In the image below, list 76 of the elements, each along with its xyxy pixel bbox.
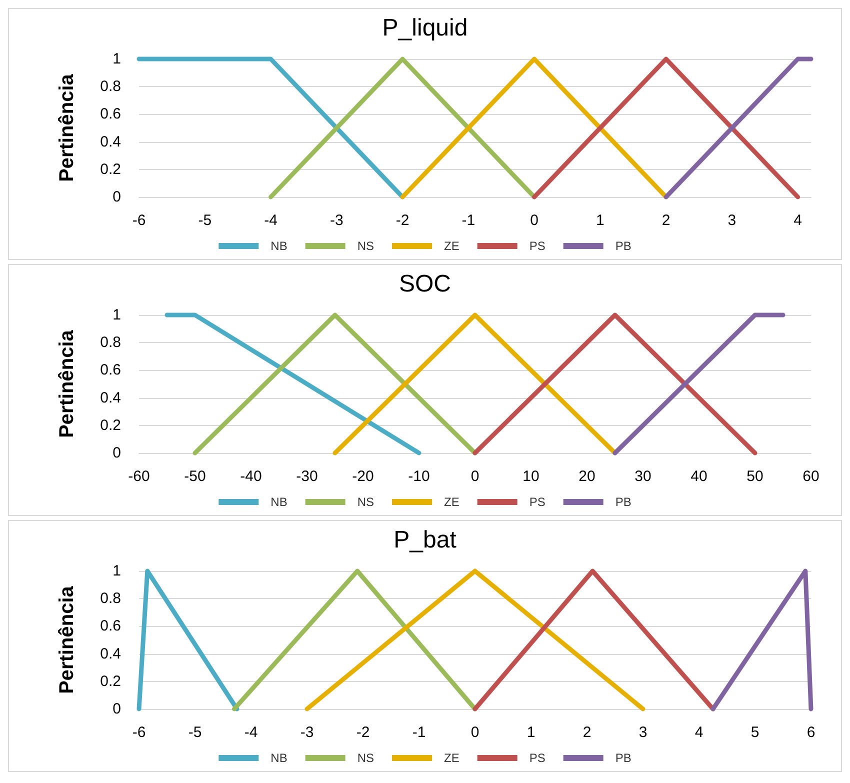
legend-label: NB: [270, 239, 288, 253]
y-tick-label: 0.8: [100, 590, 121, 608]
legend-label: ZE: [444, 239, 460, 253]
x-tick-label: -4: [264, 212, 278, 229]
y-axis-title: Pertinência: [56, 585, 78, 694]
x-tick-label: -10: [408, 468, 430, 485]
legend-label: NS: [357, 495, 374, 509]
y-tick-label: 0.2: [100, 672, 121, 690]
legend-label: NS: [357, 239, 374, 253]
x-tick-label: 2: [582, 724, 592, 741]
x-tick-label: 4: [794, 212, 802, 229]
x-tick-label: -4: [244, 724, 258, 741]
x-tick-label: 1: [596, 212, 604, 229]
y-tick-label: 0.6: [100, 618, 121, 635]
x-tick-label: -6: [132, 724, 146, 741]
x-tick-label: 50: [746, 468, 764, 485]
y-tick-label: 0: [112, 700, 121, 718]
x-tick-label: -50: [184, 468, 206, 485]
x-tick-label: -3: [330, 212, 344, 229]
legend-label: NS: [357, 751, 374, 765]
y-tick-label: 0.2: [100, 160, 121, 178]
y-axis-title: Pertinência: [56, 73, 78, 182]
x-tick-label: 1: [526, 724, 536, 741]
legend-label: PB: [615, 239, 632, 253]
x-tick-label: 5: [750, 724, 760, 741]
x-tick-label: -20: [352, 468, 374, 485]
x-tick-label: -3: [300, 724, 314, 741]
legend-label: ZE: [444, 495, 460, 509]
y-tick-label: 1: [112, 562, 121, 580]
x-tick-label: 3: [638, 724, 648, 741]
x-tick-label: 0: [530, 212, 538, 229]
legend-label: ZE: [444, 751, 460, 765]
x-tick-label: 3: [728, 212, 736, 229]
y-axis-title: Pertinência: [56, 329, 78, 438]
y-tick-label: 0.6: [100, 106, 121, 123]
y-tick-label: 0.4: [100, 389, 121, 406]
y-tick-label: 0.4: [100, 133, 121, 150]
legend-label: PB: [615, 751, 632, 765]
x-tick-label: 20: [578, 468, 596, 485]
chart-title: SOC: [398, 270, 452, 298]
x-tick-label: -2: [396, 212, 410, 229]
x-tick-label: 0: [470, 724, 480, 741]
x-tick-label: 4: [694, 724, 704, 741]
y-tick-label: 0.8: [100, 78, 121, 96]
x-tick-label: -30: [296, 468, 318, 485]
x-tick-label: -5: [198, 212, 212, 229]
legend-label: NB: [270, 751, 288, 765]
y-tick-label: 0.8: [100, 334, 121, 352]
legend-label: PB: [615, 495, 632, 509]
x-tick-label: 30: [634, 468, 652, 485]
x-tick-label: 2: [662, 212, 670, 229]
x-tick-label: -40: [240, 468, 262, 485]
y-tick-label: 0.2: [100, 416, 121, 434]
y-tick-label: 0: [112, 188, 121, 206]
x-tick-label: 6: [806, 724, 816, 741]
x-tick-label: -6: [132, 212, 146, 229]
x-tick-label: 0: [470, 468, 480, 485]
legend-label: NB: [270, 495, 288, 509]
y-tick-label: 0.6: [100, 362, 121, 379]
legend-label: PS: [529, 495, 546, 509]
y-tick-label: 0: [112, 444, 121, 462]
chart-title: P_liquid: [382, 14, 468, 42]
chart-title: P_bat: [394, 526, 457, 554]
x-tick-label: 60: [802, 468, 820, 485]
x-tick-label: -1: [412, 724, 426, 741]
y-tick-label: 1: [112, 306, 121, 324]
x-tick-label: 10: [522, 468, 540, 485]
y-tick-label: 1: [112, 50, 121, 68]
y-tick-label: 0.4: [100, 645, 121, 662]
x-tick-label: -2: [356, 724, 370, 741]
x-tick-label: 40: [690, 468, 708, 485]
legend-label: PS: [529, 751, 546, 765]
x-tick-label: -5: [188, 724, 202, 741]
legend-label: PS: [529, 239, 546, 253]
x-tick-label: -60: [128, 468, 150, 485]
x-tick-label: -1: [462, 212, 476, 229]
